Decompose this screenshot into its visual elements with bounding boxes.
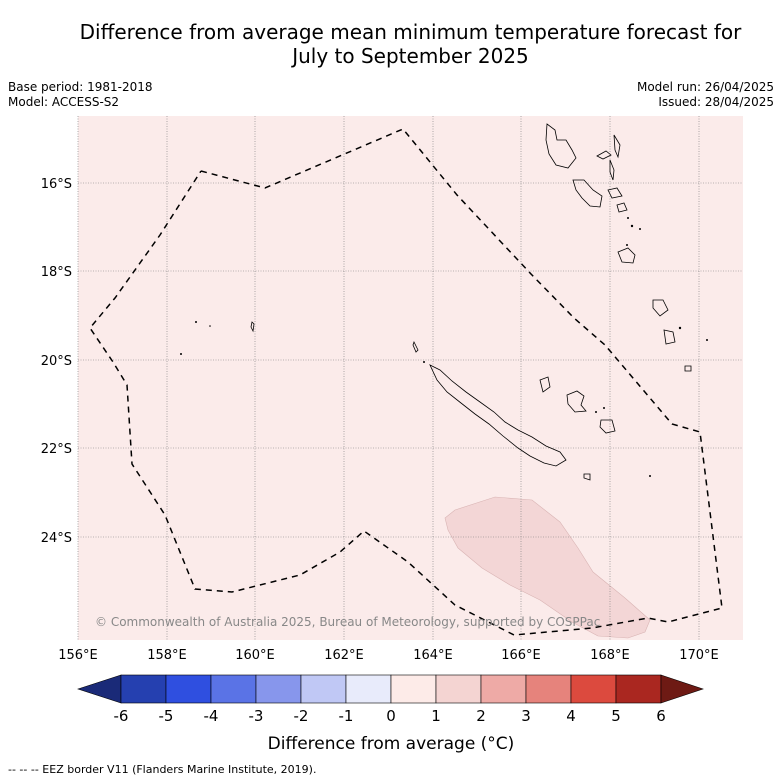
meta-left: Base period: 1981-2018 Model: ACCESS-S2 <box>8 80 153 110</box>
lat-tick: 16°S <box>41 177 72 192</box>
colorbar-title: Difference from average (°C) <box>268 734 515 754</box>
new-caledonia-coast <box>429 364 567 467</box>
colorbar-bin <box>300 674 347 704</box>
lat-tick-labels: 16°S 18°S 20°S 22°S 24°S <box>41 177 72 546</box>
colorbar-tick: 3 <box>521 707 531 725</box>
colorbar-tick: -1 <box>339 707 354 725</box>
vanuatu-ambae <box>596 150 612 160</box>
coastlines <box>250 123 692 481</box>
map-title: Difference from average mean minimum tem… <box>0 20 781 68</box>
map-background <box>78 116 743 640</box>
lat-tick: 22°S <box>41 442 72 457</box>
colorbar-tick: -5 <box>159 707 174 725</box>
vanuatu-espiritu <box>545 123 577 169</box>
island-lifou <box>566 390 587 413</box>
lon-tick: 166°E <box>501 648 541 663</box>
colorbar-tick: 4 <box>566 707 576 725</box>
eez-border <box>89 128 723 636</box>
island-pines <box>583 473 591 481</box>
colorbar-tick: 0 <box>386 707 396 725</box>
colorbar-bin <box>435 674 482 704</box>
vanuatu-erromango <box>652 299 669 317</box>
vanuatu-ambrym <box>607 187 623 199</box>
model-name: Model: ACCESS-S2 <box>8 95 120 109</box>
colorbar-extend-high <box>660 674 704 704</box>
vanuatu-malekula <box>572 179 603 208</box>
base-period: Base period: 1981-2018 <box>8 80 153 94</box>
lon-tick: 168°E <box>590 648 630 663</box>
lon-tick: 158°E <box>147 648 187 663</box>
colorbar-extend-low <box>77 674 122 704</box>
vanuatu-aneityum <box>684 365 692 372</box>
lon-tick: 156°E <box>58 648 98 663</box>
title-line-1: Difference from average mean minimum tem… <box>79 20 742 44</box>
colorbar <box>77 674 704 704</box>
lon-tick: 170°E <box>679 648 719 663</box>
island-ouvea <box>539 376 551 393</box>
colorbar-bin <box>120 674 167 704</box>
vanuatu-maewo <box>613 134 621 159</box>
lat-tick: 20°S <box>41 354 72 369</box>
colorbar-ticks: -6 -5 -4 -3 -2 -1 0 1 2 3 4 5 6 <box>114 707 666 725</box>
colorbar-tick: 6 <box>656 707 666 725</box>
colorbar-tick: -2 <box>294 707 309 725</box>
lat-tick: 18°S <box>41 265 72 280</box>
vanuatu-epi <box>616 202 628 213</box>
colorbar-bin <box>525 674 572 704</box>
meta-right: Model run: 26/04/2025 Issued: 28/04/2025 <box>637 80 774 110</box>
island-chesterfield <box>250 321 255 333</box>
island-mare <box>599 419 616 434</box>
island-belep <box>412 340 419 353</box>
colorbar-bin <box>480 674 527 704</box>
colorbar-tick: 2 <box>476 707 486 725</box>
vanuatu-pentecost <box>609 159 615 181</box>
small-islets <box>180 217 708 477</box>
vanuatu-efate <box>617 247 636 264</box>
graticule <box>77 116 743 640</box>
colorbar-bin <box>570 674 617 704</box>
colorbar-tick: 1 <box>431 707 441 725</box>
vanuatu-tanna <box>663 329 676 345</box>
colorbar-tick: -4 <box>204 707 219 725</box>
colorbar-tick: -6 <box>114 707 129 725</box>
colorbar-bin <box>390 674 437 704</box>
eez-footnote: -- -- -- EEZ border V11 (Flanders Marine… <box>8 763 317 776</box>
copyright-text: © Commonwealth of Australia 2025, Bureau… <box>95 615 600 629</box>
colorbar-bin <box>210 674 257 704</box>
colorbar-tick: -3 <box>249 707 264 725</box>
model-run: Model run: 26/04/2025 <box>636 80 774 94</box>
lon-tick: 164°E <box>413 648 453 663</box>
colorbar-bin <box>345 674 392 704</box>
colorbar-tick: 5 <box>611 707 621 725</box>
lon-tick-labels: 156°E 158°E 160°E 162°E 164°E 166°E 168°… <box>58 648 719 663</box>
anomaly-patch <box>444 496 651 639</box>
colorbar-bin <box>615 674 662 704</box>
title-line-2: July to September 2025 <box>292 44 529 68</box>
issued-date: Issued: 28/04/2025 <box>658 95 774 109</box>
lon-tick: 160°E <box>235 648 275 663</box>
colorbar-bin <box>255 674 302 704</box>
lat-tick: 24°S <box>41 531 72 546</box>
lon-tick: 162°E <box>324 648 364 663</box>
colorbar-bin <box>165 674 212 704</box>
